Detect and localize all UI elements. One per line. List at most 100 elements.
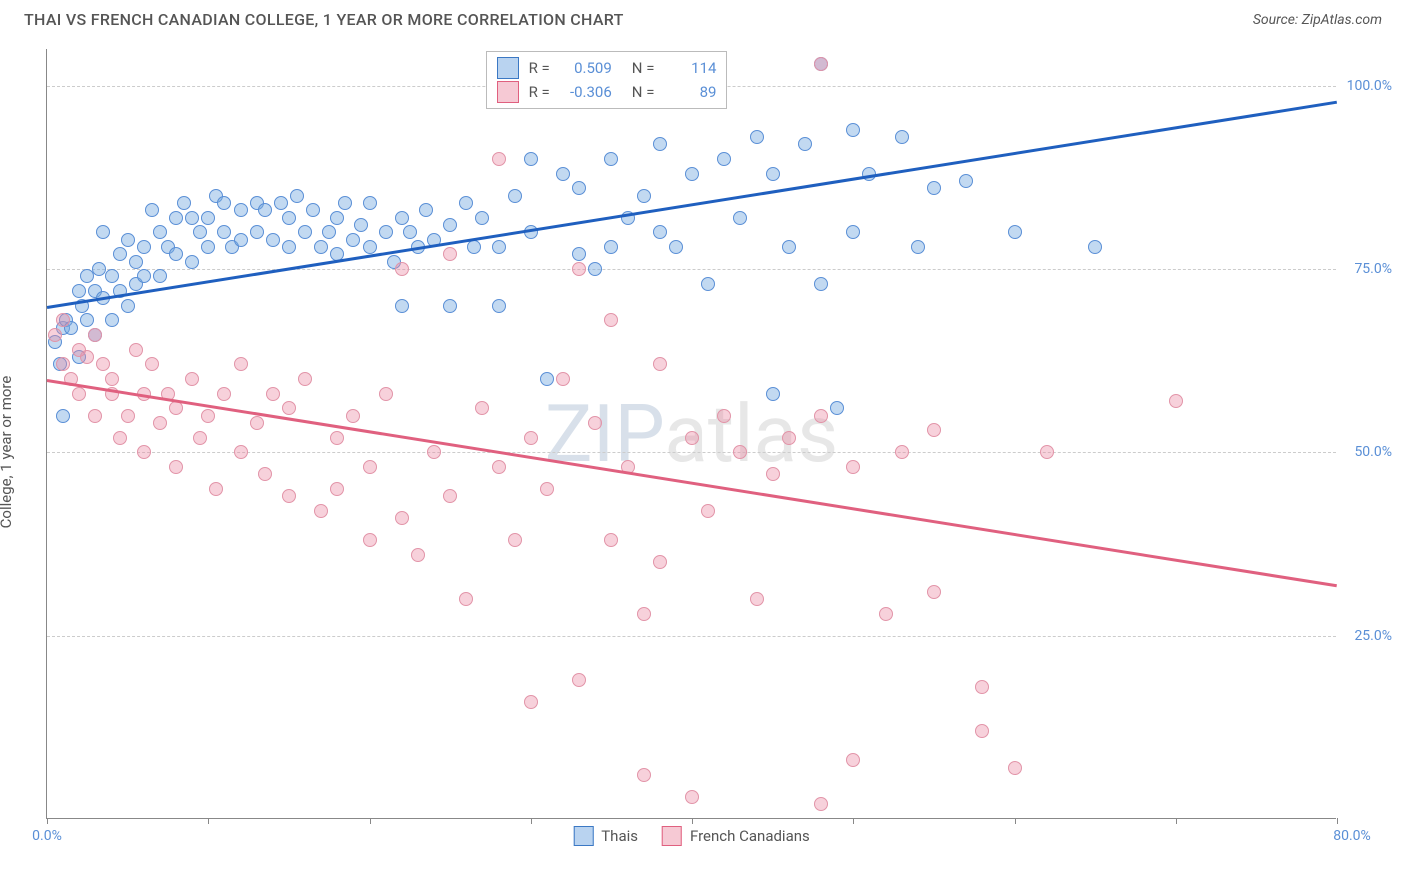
data-point <box>92 262 106 276</box>
data-point <box>234 357 248 371</box>
data-point <box>379 225 393 239</box>
plot-area: ZIPatlas 25.0%50.0%75.0%100.0%0.0%80.0%R… <box>46 49 1336 819</box>
data-point <box>701 504 715 518</box>
data-point <box>363 196 377 210</box>
data-point <box>637 607 651 621</box>
data-point <box>492 299 506 313</box>
data-point <box>201 409 215 423</box>
data-point <box>927 585 941 599</box>
data-point <box>733 445 747 459</box>
data-point <box>492 460 506 474</box>
data-point <box>258 467 272 481</box>
data-point <box>766 167 780 181</box>
data-point <box>274 196 288 210</box>
data-point <box>1040 445 1054 459</box>
data-point <box>637 189 651 203</box>
data-point <box>282 240 296 254</box>
data-point <box>524 152 538 166</box>
data-point <box>492 240 506 254</box>
regression-line <box>47 379 1337 587</box>
data-point <box>346 409 360 423</box>
data-point <box>113 431 127 445</box>
data-point <box>298 225 312 239</box>
data-point <box>556 372 570 386</box>
data-point <box>750 592 764 606</box>
data-point <box>72 284 86 298</box>
legend-label: Thais <box>601 827 638 845</box>
stats-legend-row: R =0.509N =114 <box>497 56 717 80</box>
data-point <box>330 431 344 445</box>
gridline <box>47 636 1336 637</box>
data-point <box>475 211 489 225</box>
data-point <box>121 299 135 313</box>
data-point <box>80 313 94 327</box>
data-point <box>846 123 860 137</box>
data-point <box>169 401 183 415</box>
data-point <box>250 225 264 239</box>
legend-swatch <box>497 57 519 79</box>
data-point <box>653 555 667 569</box>
data-point <box>314 240 328 254</box>
data-point <box>56 409 70 423</box>
data-point <box>508 189 522 203</box>
data-point <box>88 328 102 342</box>
y-tick-label: 25.0% <box>1354 628 1392 644</box>
data-point <box>604 533 618 547</box>
data-point <box>798 137 812 151</box>
data-point <box>588 416 602 430</box>
data-point <box>669 240 683 254</box>
data-point <box>282 489 296 503</box>
n-label: N = <box>632 83 655 101</box>
data-point <box>290 189 304 203</box>
legend-item: Thais <box>573 826 638 846</box>
x-tick <box>1015 818 1016 824</box>
data-point <box>830 401 844 415</box>
data-point <box>121 409 135 423</box>
data-point <box>411 548 425 562</box>
data-point <box>185 211 199 225</box>
data-point <box>209 482 223 496</box>
data-point <box>193 431 207 445</box>
data-point <box>717 152 731 166</box>
data-point <box>96 357 110 371</box>
data-point <box>459 592 473 606</box>
data-point <box>524 431 538 445</box>
data-point <box>266 387 280 401</box>
data-point <box>782 431 796 445</box>
data-point <box>814 277 828 291</box>
data-point <box>475 401 489 415</box>
data-point <box>572 673 586 687</box>
data-point <box>266 233 280 247</box>
stats-legend: R =0.509N =114R =-0.306N =89 <box>486 51 728 109</box>
data-point <box>298 372 312 386</box>
data-point <box>129 255 143 269</box>
data-point <box>282 211 296 225</box>
data-point <box>588 262 602 276</box>
data-point <box>185 255 199 269</box>
watermark-part-a: ZIP <box>545 387 665 481</box>
data-point <box>927 181 941 195</box>
data-point <box>653 137 667 151</box>
data-point <box>733 211 747 225</box>
data-point <box>1169 394 1183 408</box>
data-point <box>379 387 393 401</box>
data-point <box>395 511 409 525</box>
data-point <box>330 211 344 225</box>
data-point <box>879 607 893 621</box>
x-tick <box>1337 818 1338 824</box>
data-point <box>105 269 119 283</box>
data-point <box>145 357 159 371</box>
data-point <box>169 460 183 474</box>
r-label: R = <box>529 59 550 77</box>
data-point <box>153 225 167 239</box>
data-point <box>419 203 433 217</box>
data-point <box>846 460 860 474</box>
data-point <box>701 277 715 291</box>
x-tick <box>208 818 209 824</box>
legend-swatch <box>497 81 519 103</box>
data-point <box>685 431 699 445</box>
data-point <box>604 240 618 254</box>
data-point <box>363 533 377 547</box>
data-point <box>443 247 457 261</box>
data-point <box>1088 240 1102 254</box>
